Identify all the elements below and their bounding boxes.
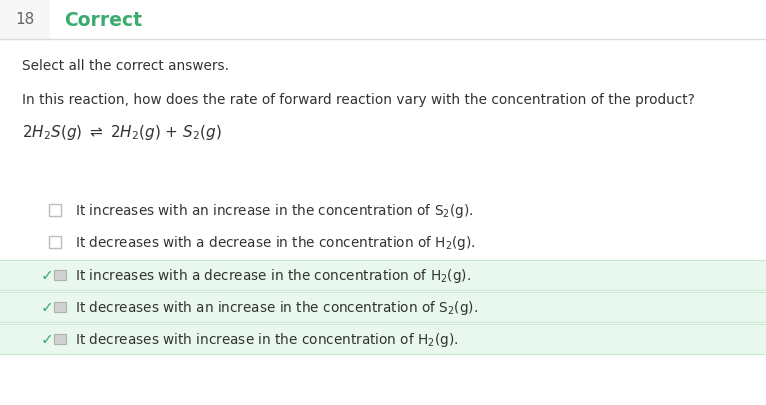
Text: It increases with an increase in the concentration of S$_{2}$(g).: It increases with an increase in the con…: [75, 202, 473, 220]
Bar: [0, 260, 766, 290]
Bar: [49, 237, 61, 248]
Bar: [0, 324, 766, 354]
Text: It decreases with increase in the concentration of H$_{2}$(g).: It decreases with increase in the concen…: [75, 330, 458, 348]
Text: It increases with a decrease in the concentration of H$_{2}$(g).: It increases with a decrease in the conc…: [75, 266, 471, 284]
Text: ✓: ✓: [41, 268, 54, 283]
Text: In this reaction, how does the rate of forward reaction vary with the concentrat: In this reaction, how does the rate of f…: [22, 93, 695, 107]
Bar: [54, 270, 66, 280]
Bar: [49, 237, 61, 248]
Text: $\it{2H_2S(g)}$ $\rightleftharpoons$ $\it{2H_2(g)}$ $+$ $\it{S_2(g)}$: $\it{2H_2S(g)}$ $\rightleftharpoons$ $\i…: [22, 122, 221, 141]
Text: Correct: Correct: [64, 11, 142, 30]
Text: It decreases with a decrease in the concentration of H$_{2}$(g).: It decreases with a decrease in the conc…: [75, 233, 476, 252]
Text: 18: 18: [15, 13, 34, 28]
Text: ✓: ✓: [41, 300, 54, 315]
Text: It decreases with an increase in the concentration of S$_{2}$(g).: It decreases with an increase in the con…: [75, 298, 478, 316]
Bar: [49, 205, 61, 216]
Text: Select all the correct answers.: Select all the correct answers.: [22, 59, 229, 73]
Bar: [54, 270, 66, 280]
Bar: [0, 0, 50, 40]
Text: ✓: ✓: [41, 332, 54, 347]
Bar: [49, 205, 61, 216]
Bar: [54, 334, 66, 344]
Bar: [54, 302, 66, 312]
Bar: [0, 292, 766, 322]
Bar: [54, 302, 66, 312]
Bar: [50, 0, 766, 40]
Bar: [54, 334, 66, 344]
